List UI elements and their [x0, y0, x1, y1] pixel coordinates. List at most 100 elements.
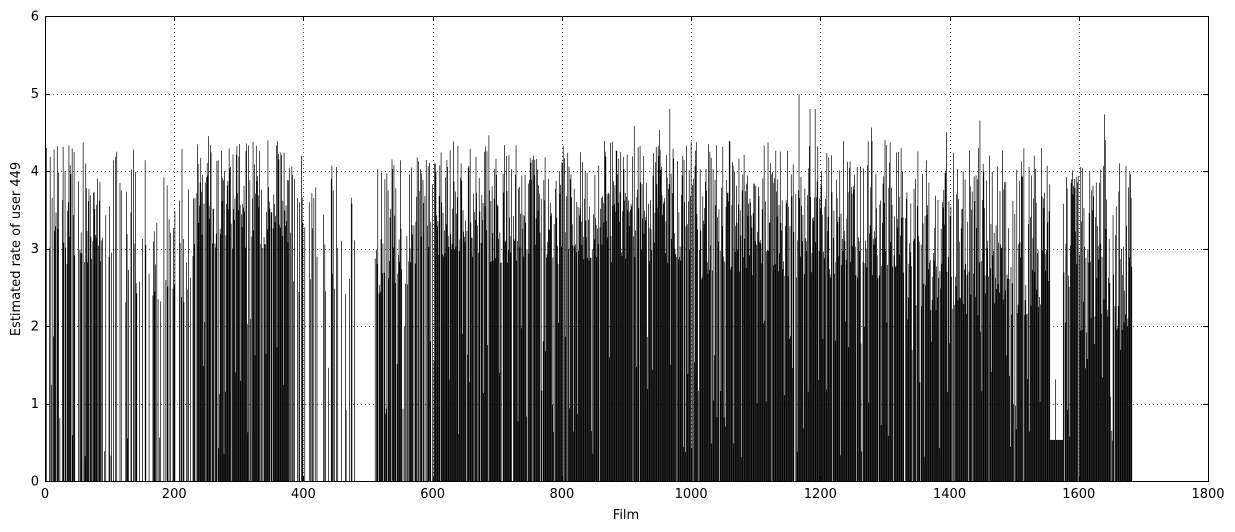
bar: [1101, 313, 1102, 481]
bar: [488, 135, 490, 481]
bar: [413, 225, 415, 481]
bar: [1038, 306, 1040, 481]
bar: [376, 249, 377, 481]
bar: [845, 259, 847, 481]
bar: [896, 218, 898, 481]
bar: [814, 197, 815, 481]
bar: [131, 169, 132, 481]
bar: [462, 210, 464, 482]
bar: [1081, 329, 1083, 481]
y-tick-label: 0: [31, 475, 39, 490]
bar: [1062, 439, 1063, 481]
bar: [480, 242, 482, 481]
bar: [971, 191, 973, 482]
bar: [562, 145, 564, 481]
bar: [938, 448, 940, 481]
bar: [700, 230, 702, 481]
bar: [385, 414, 386, 481]
bar: [1057, 439, 1059, 481]
bar: [657, 145, 659, 481]
bar: [966, 314, 967, 481]
bar: [577, 414, 578, 481]
bar: [768, 222, 770, 482]
bar: [861, 451, 863, 481]
bar: [836, 179, 837, 482]
bar: [879, 204, 881, 481]
bar: [218, 448, 220, 481]
bar: [553, 224, 555, 481]
bar: [411, 167, 412, 481]
bar: [1006, 274, 1008, 481]
bar: [575, 244, 576, 481]
bar: [724, 261, 726, 481]
bar: [94, 208, 96, 481]
bar: [1070, 182, 1072, 481]
bar: [1075, 176, 1077, 481]
bar: [509, 217, 510, 481]
ticks: 0 200 400 600 800 1000 1200 1400 1600 1800 0 1 2 3 4 5 6: [31, 10, 1225, 503]
bar: [867, 141, 869, 481]
bar: [877, 278, 879, 481]
bar: [1035, 202, 1037, 481]
bar: [538, 193, 540, 481]
bar: [974, 201, 976, 482]
bar: [379, 284, 381, 481]
bar: [955, 276, 956, 481]
bar: [462, 333, 463, 481]
bar: [823, 258, 825, 481]
bar: [1090, 261, 1091, 481]
bar: [1053, 439, 1055, 481]
bar: [642, 218, 644, 481]
bar: [778, 205, 780, 482]
bar: [1088, 262, 1089, 481]
bar: [1042, 198, 1044, 481]
bar: [1004, 290, 1006, 481]
bar: [681, 195, 682, 481]
bar: [549, 230, 550, 481]
bar: [251, 236, 253, 481]
bar: [415, 221, 417, 481]
bar: [244, 247, 246, 481]
bar: [1123, 322, 1125, 481]
bar: [1072, 194, 1074, 481]
bar: [805, 238, 806, 481]
bar: [380, 291, 381, 481]
bar: [81, 253, 83, 481]
bar: [909, 243, 910, 481]
bar: [838, 256, 839, 481]
bar: [677, 161, 678, 481]
bar: [840, 455, 841, 481]
bar: [856, 167, 858, 481]
bar: [505, 240, 507, 481]
bar: [553, 432, 554, 481]
bar: [1031, 269, 1033, 481]
bar: [726, 193, 728, 481]
bar: [1110, 396, 1111, 481]
bar: [667, 262, 669, 481]
bar: [192, 256, 194, 481]
bar: [55, 212, 57, 481]
bar: [573, 188, 575, 481]
bar: [874, 231, 875, 481]
bar: [264, 244, 266, 481]
bar: [1030, 305, 1032, 481]
bar: [887, 265, 888, 481]
bar: [267, 140, 269, 481]
bar: [859, 251, 861, 481]
bar: [866, 267, 868, 481]
bar: [500, 262, 502, 481]
bar: [902, 171, 903, 481]
bar: [588, 219, 589, 482]
bar: [711, 443, 713, 481]
bar: [491, 261, 492, 481]
bar: [1056, 439, 1058, 481]
bar: [416, 196, 417, 482]
bar: [688, 201, 689, 481]
bar: [734, 251, 736, 481]
bar: [661, 195, 663, 482]
bar: [1099, 182, 1100, 481]
bar: [474, 219, 476, 481]
bar: [899, 254, 901, 481]
bar: [516, 260, 518, 481]
bar: [582, 162, 583, 481]
